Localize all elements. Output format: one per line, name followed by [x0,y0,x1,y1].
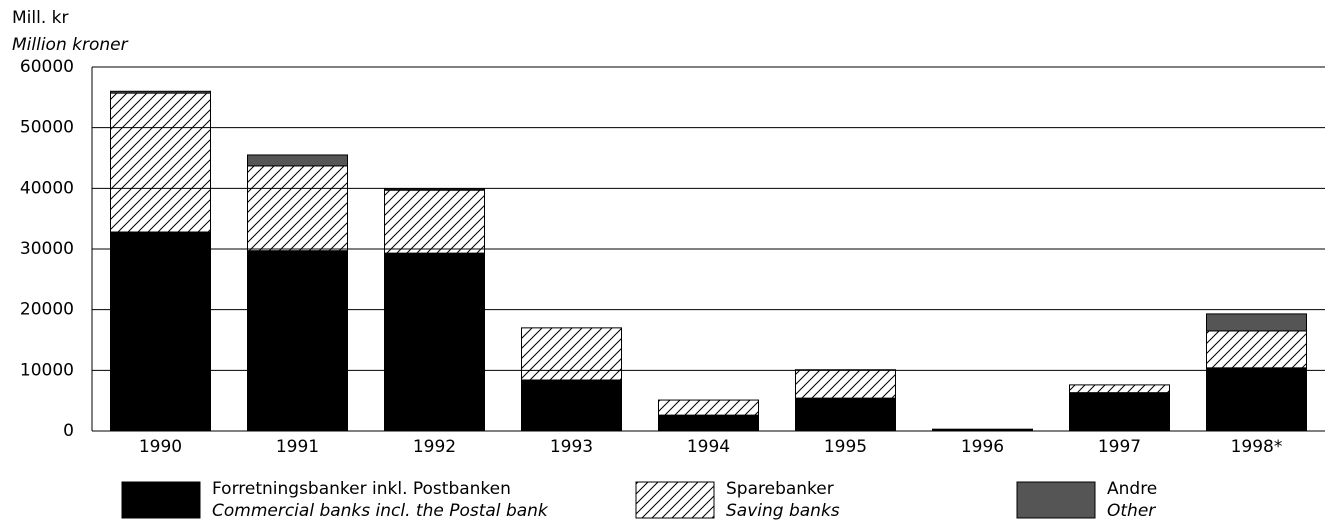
legend-swatch [1016,481,1096,519]
x-tick-label: 1991 [276,437,319,457]
bar-segment [247,250,348,432]
bar-segment [247,154,348,167]
bar-segment [1069,392,1170,432]
bar-segment [110,92,211,233]
y-tick-label: 30000 [20,239,74,259]
bar-segment [658,414,759,432]
bar-segment [110,231,211,432]
legend-swatch [121,481,201,519]
x-tick-label: 1998* [1231,437,1283,457]
bar-segment [658,399,759,416]
x-tick-label: 1997 [1098,437,1141,457]
y-tick-label: 60000 [20,57,74,77]
legend-label-en: Other [1107,501,1156,521]
legend-label-en: Commercial banks incl. the Postal bank [212,501,549,521]
bar-segment [795,369,896,399]
legend-label: Forretningsbanker inkl. Postbanken [212,479,511,499]
bar-segment [1206,330,1307,369]
legend-label: Sparebanker [726,479,834,499]
bar-segment [1206,313,1307,332]
y-tick-label: 40000 [20,178,74,198]
legend-label: Andre [1107,479,1157,499]
x-tick-label: 1992 [413,437,456,457]
bar-segment [795,397,896,432]
y-tick-label: 10000 [20,360,74,380]
bar-segment [521,379,622,432]
x-tick-label: 1996 [961,437,1004,457]
x-tick-label: 1995 [824,437,867,457]
bar-segment [384,252,485,432]
x-tick-label: 1990 [139,437,182,457]
legend-swatch [635,481,715,519]
bar-segment [932,428,1033,432]
y-tick-label: 50000 [20,118,74,138]
bar-segment [1069,384,1170,394]
x-tick-label: 1993 [550,437,593,457]
bar-segment [384,188,485,191]
bar-segment [1206,367,1307,432]
y-tick-label: 0 [63,421,74,441]
bar-segment [247,165,348,252]
x-tick-label: 1994 [687,437,730,457]
bar-segment [110,90,211,94]
y-tick-label: 20000 [20,300,74,320]
y-label-en: Million kroner [12,35,129,55]
bar-segment [384,189,485,254]
legend-label-en: Saving banks [726,501,840,521]
bar-segment [521,327,622,381]
y-label: Mill. kr [12,8,68,28]
